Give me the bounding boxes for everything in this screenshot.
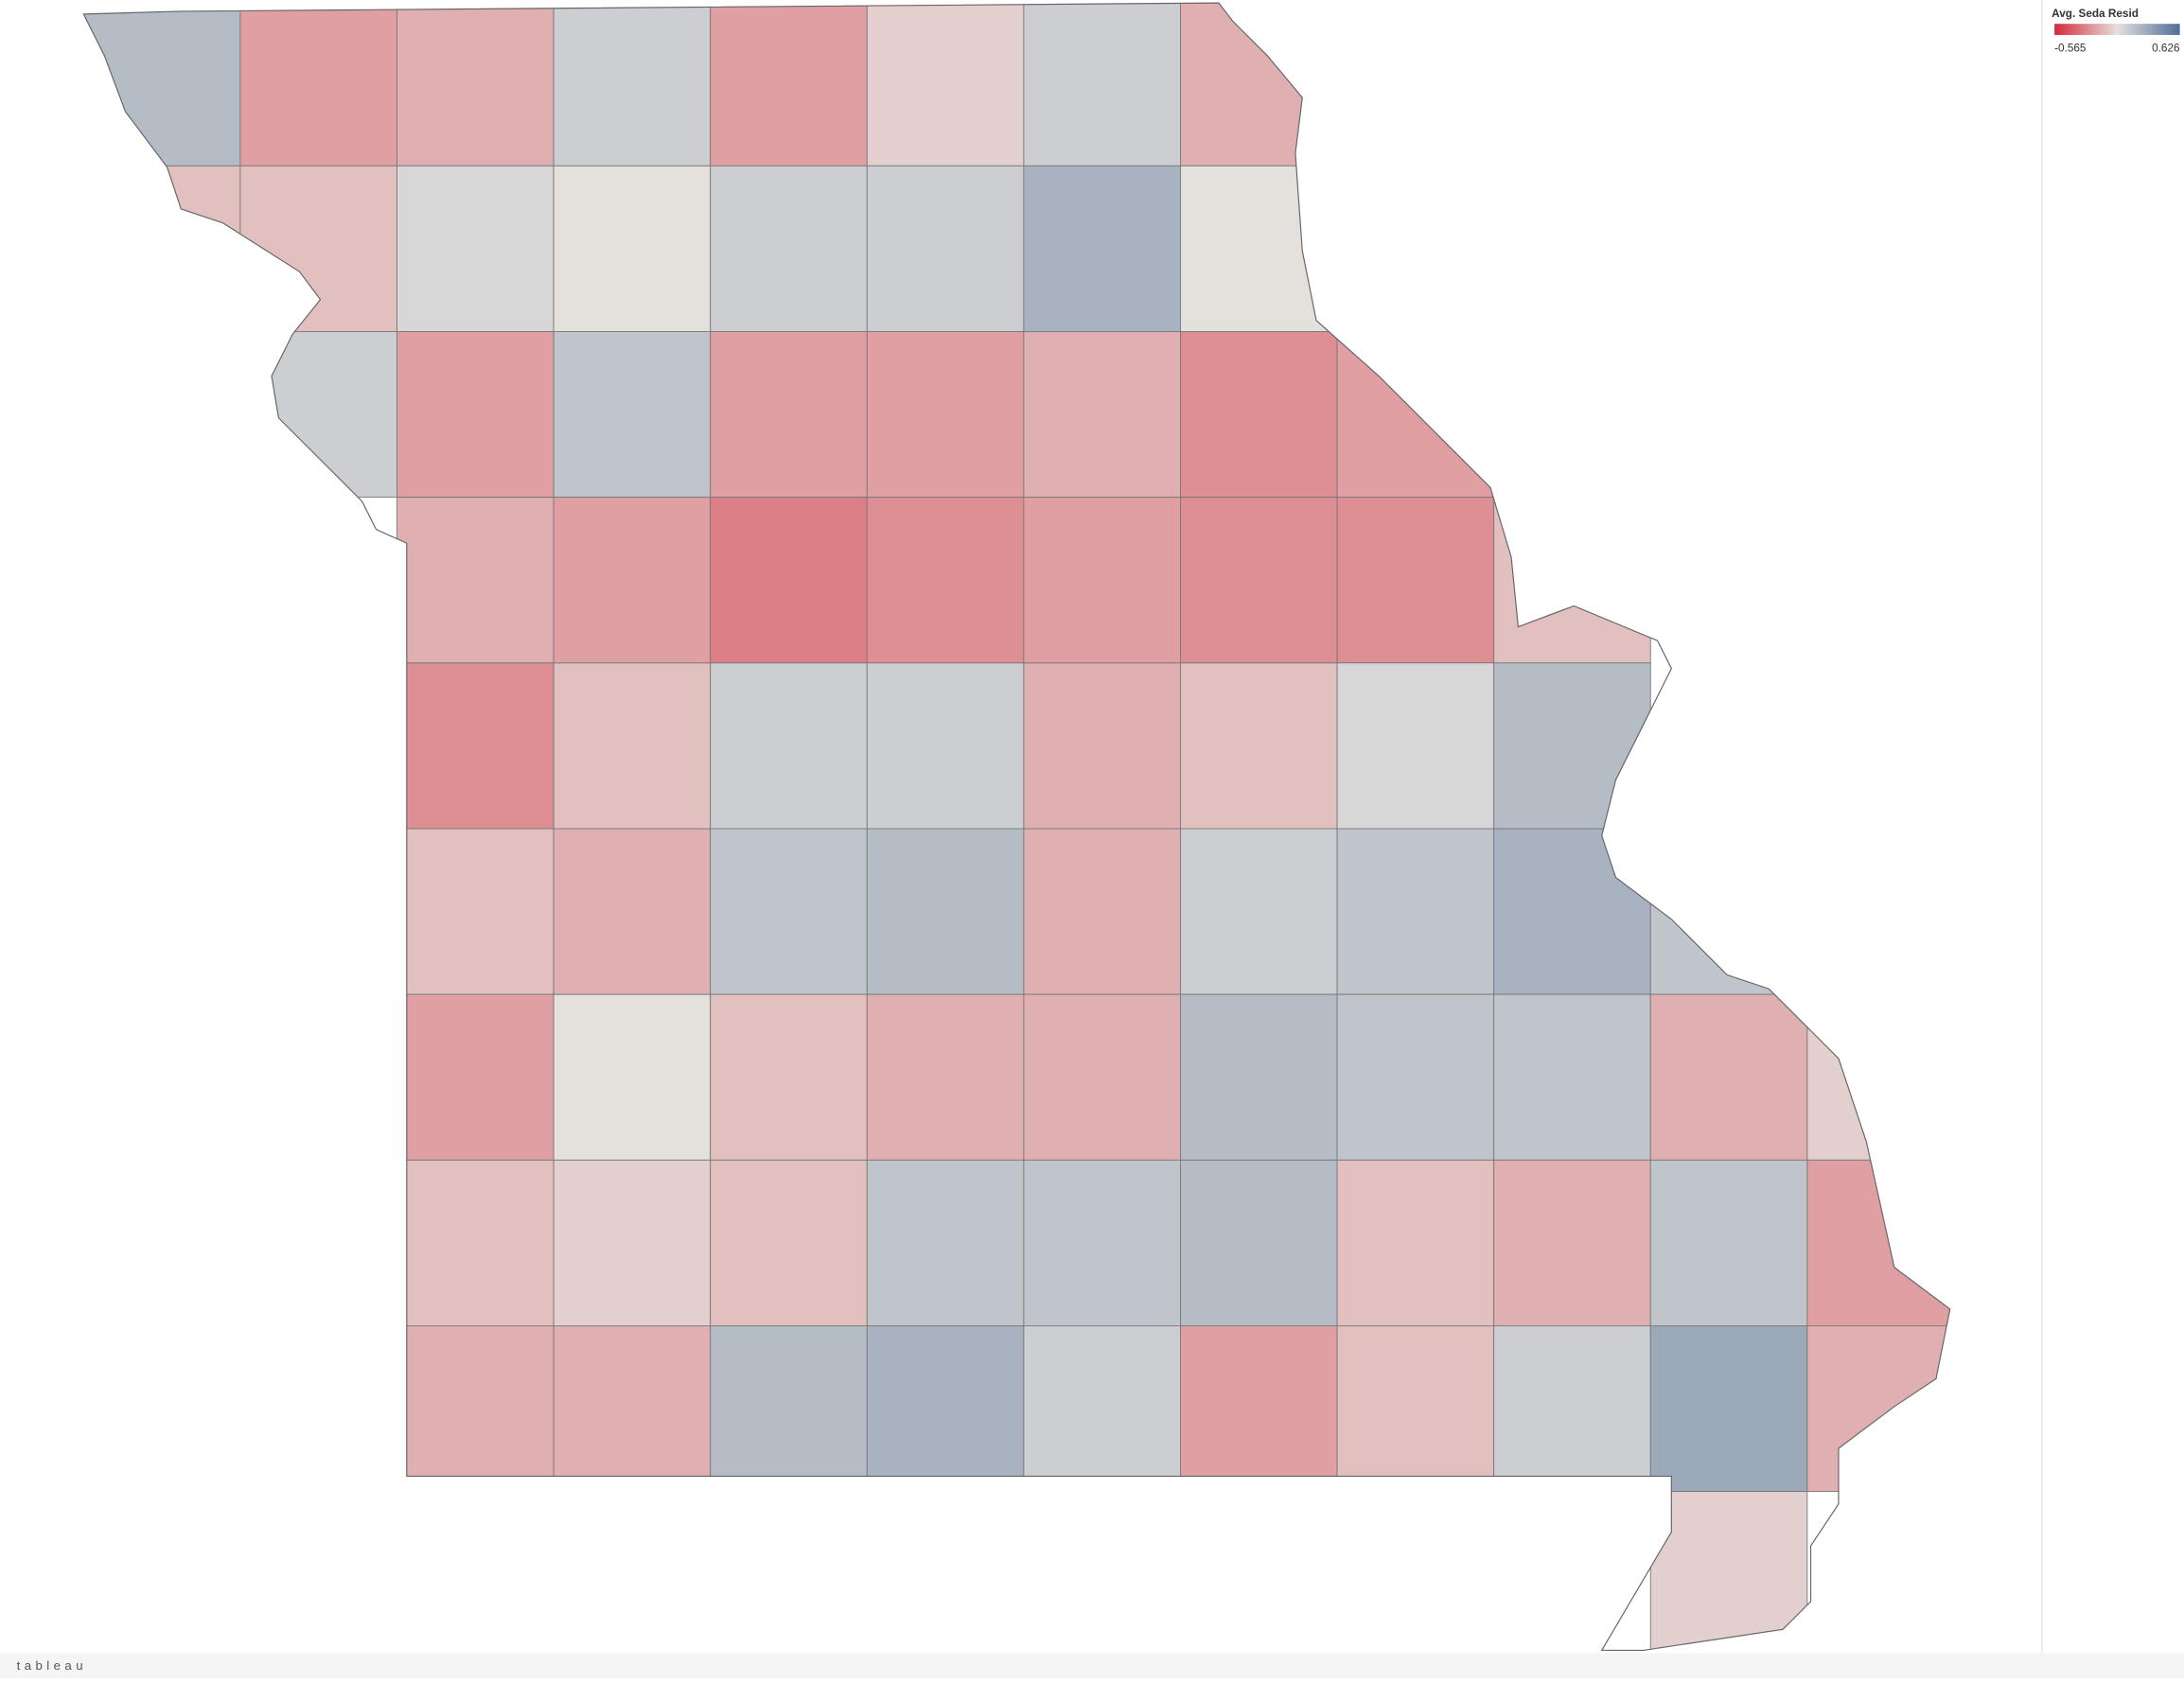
district-cell	[553, 828, 712, 995]
district-cell	[396, 165, 555, 332]
legend: Avg. Seda Resid -0.565 0.626	[2052, 8, 2180, 55]
district-cell	[83, 3, 241, 167]
district-cell	[1336, 497, 1495, 664]
district-cell	[866, 1159, 1025, 1326]
districts	[83, 3, 1950, 1651]
district-cell	[1806, 1325, 1950, 1493]
district-cell	[553, 165, 712, 332]
district-cell	[1493, 993, 1651, 1161]
footer-bar	[0, 1653, 2184, 1678]
district-cell	[1649, 1325, 1808, 1493]
district-cell	[710, 662, 868, 830]
legend-ramp	[2054, 24, 2180, 35]
district-cell	[396, 497, 555, 664]
district-cell	[1023, 828, 1181, 995]
district-cell	[1806, 993, 1950, 1161]
district-cell	[866, 1325, 1025, 1493]
district-cell	[1649, 828, 1808, 995]
district-cell	[1493, 662, 1651, 830]
district-cell	[1023, 662, 1181, 830]
district-cell	[1023, 165, 1181, 332]
district-cell	[710, 828, 868, 995]
district-cell	[866, 662, 1025, 830]
district-cell	[396, 1325, 555, 1493]
legend-title: Avg. Seda Resid	[2052, 8, 2139, 20]
district-cell	[396, 331, 555, 499]
district-cell	[1493, 497, 1651, 664]
district-cell	[1336, 993, 1495, 1161]
legend-max: 0.626	[2152, 43, 2180, 55]
district-cell	[1336, 662, 1495, 830]
district-cell	[1649, 1491, 1808, 1651]
district-cell	[866, 993, 1025, 1161]
district-cell	[1336, 1325, 1495, 1493]
district-cell	[1023, 993, 1181, 1161]
district-cell	[1493, 1159, 1651, 1326]
district-cell	[239, 3, 397, 167]
district-cell	[1493, 828, 1651, 995]
district-cell	[866, 828, 1025, 995]
district-cell	[553, 1159, 712, 1326]
district-cell	[1023, 1325, 1181, 1493]
district-cell	[866, 165, 1025, 332]
district-cell	[553, 662, 712, 830]
district-cell	[1806, 1159, 1950, 1326]
district-cell	[396, 3, 555, 167]
district-cell	[710, 3, 868, 167]
district-cell	[1023, 331, 1181, 499]
district-cell	[866, 497, 1025, 664]
district-cell	[1649, 993, 1808, 1161]
district-cell	[553, 993, 712, 1161]
legend-min: -0.565	[2054, 43, 2087, 55]
district-cell	[1180, 828, 1338, 995]
district-cell	[553, 497, 712, 664]
district-cell	[1180, 1325, 1338, 1493]
district-cell	[866, 331, 1025, 499]
district-cell	[83, 165, 241, 332]
district-cell	[1180, 993, 1338, 1161]
district-cell	[1023, 3, 1181, 167]
district-cell	[553, 3, 712, 167]
district-cell	[710, 331, 868, 499]
district-cell	[1180, 331, 1338, 499]
district-cell	[1023, 497, 1181, 664]
district-cell	[710, 1159, 868, 1326]
brand-logo: tableau	[17, 1658, 87, 1673]
district-cell	[710, 993, 868, 1161]
district-cell	[1336, 828, 1495, 995]
district-cell	[396, 828, 555, 995]
district-cell	[1180, 3, 1338, 167]
district-cell	[1336, 1159, 1495, 1326]
district-cell	[1023, 1159, 1181, 1326]
district-cell	[710, 165, 868, 332]
district-cell	[866, 3, 1025, 167]
district-cell	[1493, 1325, 1651, 1493]
district-cell	[396, 993, 555, 1161]
district-cell	[396, 662, 555, 830]
district-cell	[1180, 662, 1338, 830]
district-cell	[1180, 1159, 1338, 1326]
district-cell	[553, 331, 712, 499]
district-cell	[239, 331, 397, 499]
district-cell	[1649, 1159, 1808, 1326]
district-cell	[710, 1325, 868, 1493]
district-cell	[1180, 497, 1338, 664]
district-cell	[553, 1325, 712, 1493]
district-cell	[710, 497, 868, 664]
district-cell	[396, 1159, 555, 1326]
district-cell	[1336, 331, 1495, 499]
